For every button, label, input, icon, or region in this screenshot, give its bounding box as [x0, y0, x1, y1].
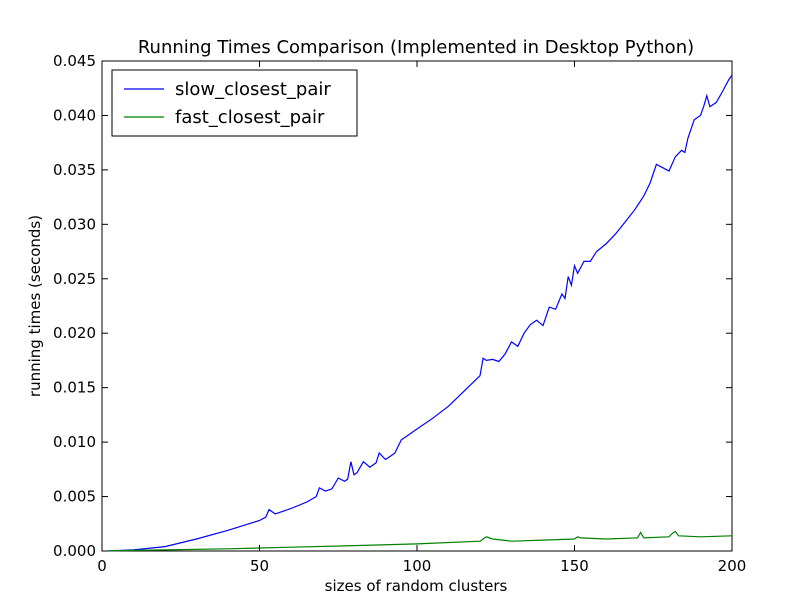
- y-tick-label: 0.000: [53, 542, 96, 560]
- series-layer: [108, 74, 733, 552]
- y-tick-label: 0.005: [53, 488, 96, 506]
- y-tick-label: 0.010: [53, 433, 96, 451]
- ticks-layer: 0 50 100 150 200 0.000 0.005 0.010 0.015 0.020 0.0…: [53, 52, 746, 575]
- axes-frame: [101, 60, 733, 552]
- y-tick-label: 0.040: [53, 106, 96, 124]
- plot-area: [101, 60, 733, 552]
- x-tick-label: 150: [560, 557, 589, 575]
- legend-label-fast-closest-pair: fast_closest_pair: [175, 107, 325, 128]
- y-tick-label: 0.025: [53, 270, 96, 288]
- y-tick-label: 0.030: [53, 215, 96, 233]
- x-tick-label: 50: [250, 557, 269, 575]
- legend-box: [111, 69, 358, 137]
- y-tick-label: 0.035: [53, 161, 96, 179]
- legend-label-slow-closest-pair: slow_closest_pair: [175, 79, 331, 100]
- chart-title: Running Times Comparison (Implemented in…: [138, 37, 694, 58]
- series-line-slow-closest-pair: [108, 74, 733, 552]
- y-axis-label: running times (seconds): [26, 215, 44, 397]
- legend: slow_closest_pair fast_closest_pair: [111, 69, 358, 137]
- x-axis-label: sizes of random clusters: [325, 577, 508, 595]
- x-tick-label: 100: [403, 557, 432, 575]
- y-tick-label: 0.045: [53, 52, 96, 70]
- y-tick-label: 0.020: [53, 324, 96, 342]
- x-tick-label: 200: [718, 557, 747, 575]
- y-tick-label: 0.015: [53, 379, 96, 397]
- x-tick-label: 0: [97, 557, 107, 575]
- series-line-fast-closest-pair: [108, 530, 733, 552]
